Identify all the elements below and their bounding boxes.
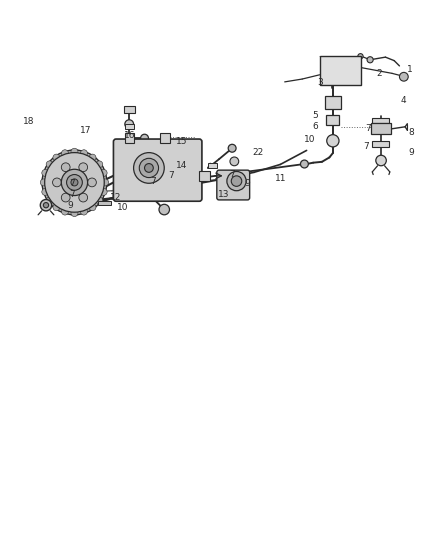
- FancyBboxPatch shape: [372, 141, 389, 147]
- Text: 7: 7: [363, 142, 369, 150]
- Text: 14: 14: [176, 161, 187, 170]
- Circle shape: [230, 157, 239, 166]
- Circle shape: [399, 72, 408, 81]
- Text: 9: 9: [244, 179, 251, 188]
- Circle shape: [84, 197, 92, 205]
- FancyBboxPatch shape: [372, 118, 389, 123]
- Circle shape: [88, 178, 96, 187]
- Circle shape: [300, 160, 308, 168]
- FancyBboxPatch shape: [325, 96, 341, 109]
- Circle shape: [358, 54, 363, 59]
- Circle shape: [46, 197, 53, 204]
- FancyBboxPatch shape: [217, 170, 250, 200]
- Circle shape: [40, 179, 47, 186]
- Circle shape: [61, 163, 70, 172]
- Circle shape: [61, 169, 88, 196]
- Text: 7: 7: [69, 190, 75, 199]
- Circle shape: [89, 154, 96, 161]
- FancyBboxPatch shape: [208, 163, 217, 168]
- Circle shape: [145, 164, 153, 172]
- Text: 7: 7: [69, 179, 75, 188]
- Circle shape: [81, 208, 88, 215]
- Circle shape: [125, 120, 134, 128]
- FancyBboxPatch shape: [125, 124, 134, 130]
- Circle shape: [367, 56, 373, 63]
- Circle shape: [102, 179, 109, 186]
- Text: 11: 11: [275, 174, 286, 183]
- Text: 9: 9: [67, 201, 73, 209]
- Circle shape: [45, 152, 104, 212]
- Circle shape: [81, 150, 88, 157]
- Circle shape: [231, 176, 242, 187]
- Text: 5: 5: [312, 111, 318, 120]
- Circle shape: [53, 204, 60, 211]
- Circle shape: [79, 193, 88, 202]
- FancyBboxPatch shape: [160, 133, 170, 142]
- Text: 18: 18: [23, 117, 34, 126]
- Text: 12: 12: [110, 193, 122, 202]
- Circle shape: [61, 150, 68, 157]
- FancyBboxPatch shape: [199, 172, 210, 181]
- FancyBboxPatch shape: [125, 133, 134, 142]
- Circle shape: [96, 161, 103, 168]
- Circle shape: [376, 155, 386, 166]
- Text: 10: 10: [304, 135, 316, 144]
- Circle shape: [42, 188, 49, 196]
- Text: 6: 6: [312, 122, 318, 131]
- Circle shape: [71, 179, 78, 186]
- Circle shape: [53, 154, 60, 161]
- Circle shape: [42, 169, 49, 176]
- FancyBboxPatch shape: [320, 56, 361, 85]
- Circle shape: [159, 204, 170, 215]
- Text: 2: 2: [376, 69, 381, 78]
- Circle shape: [141, 134, 148, 142]
- FancyBboxPatch shape: [124, 106, 135, 113]
- Text: 9: 9: [409, 148, 415, 157]
- Text: 10: 10: [117, 203, 128, 212]
- FancyBboxPatch shape: [98, 201, 111, 205]
- Text: 16: 16: [124, 131, 135, 140]
- Circle shape: [96, 197, 103, 204]
- Circle shape: [71, 209, 78, 216]
- Circle shape: [327, 135, 339, 147]
- Circle shape: [43, 203, 49, 208]
- FancyBboxPatch shape: [113, 139, 202, 201]
- Circle shape: [100, 188, 107, 196]
- Circle shape: [89, 204, 96, 211]
- Text: 1: 1: [406, 65, 413, 74]
- Circle shape: [61, 193, 70, 202]
- Circle shape: [79, 163, 88, 172]
- FancyBboxPatch shape: [326, 115, 339, 125]
- Text: 7: 7: [168, 171, 174, 180]
- Circle shape: [71, 148, 78, 155]
- Text: 4: 4: [400, 95, 406, 104]
- FancyBboxPatch shape: [371, 123, 391, 134]
- Text: 13: 13: [218, 190, 229, 199]
- Circle shape: [40, 199, 52, 211]
- Circle shape: [100, 169, 107, 176]
- Circle shape: [134, 152, 164, 183]
- Text: 7: 7: [365, 124, 371, 133]
- Text: 7: 7: [229, 170, 235, 179]
- Text: 7: 7: [150, 176, 156, 185]
- Circle shape: [227, 172, 246, 191]
- Text: 17: 17: [80, 126, 91, 135]
- Text: 22: 22: [253, 148, 264, 157]
- Text: 8: 8: [409, 128, 415, 138]
- Circle shape: [228, 144, 236, 152]
- Circle shape: [42, 150, 107, 215]
- Circle shape: [46, 161, 53, 168]
- Circle shape: [67, 174, 82, 190]
- Circle shape: [61, 208, 68, 215]
- Text: 15: 15: [176, 137, 187, 146]
- Circle shape: [139, 158, 159, 177]
- Circle shape: [53, 178, 61, 187]
- Text: 3: 3: [317, 78, 323, 87]
